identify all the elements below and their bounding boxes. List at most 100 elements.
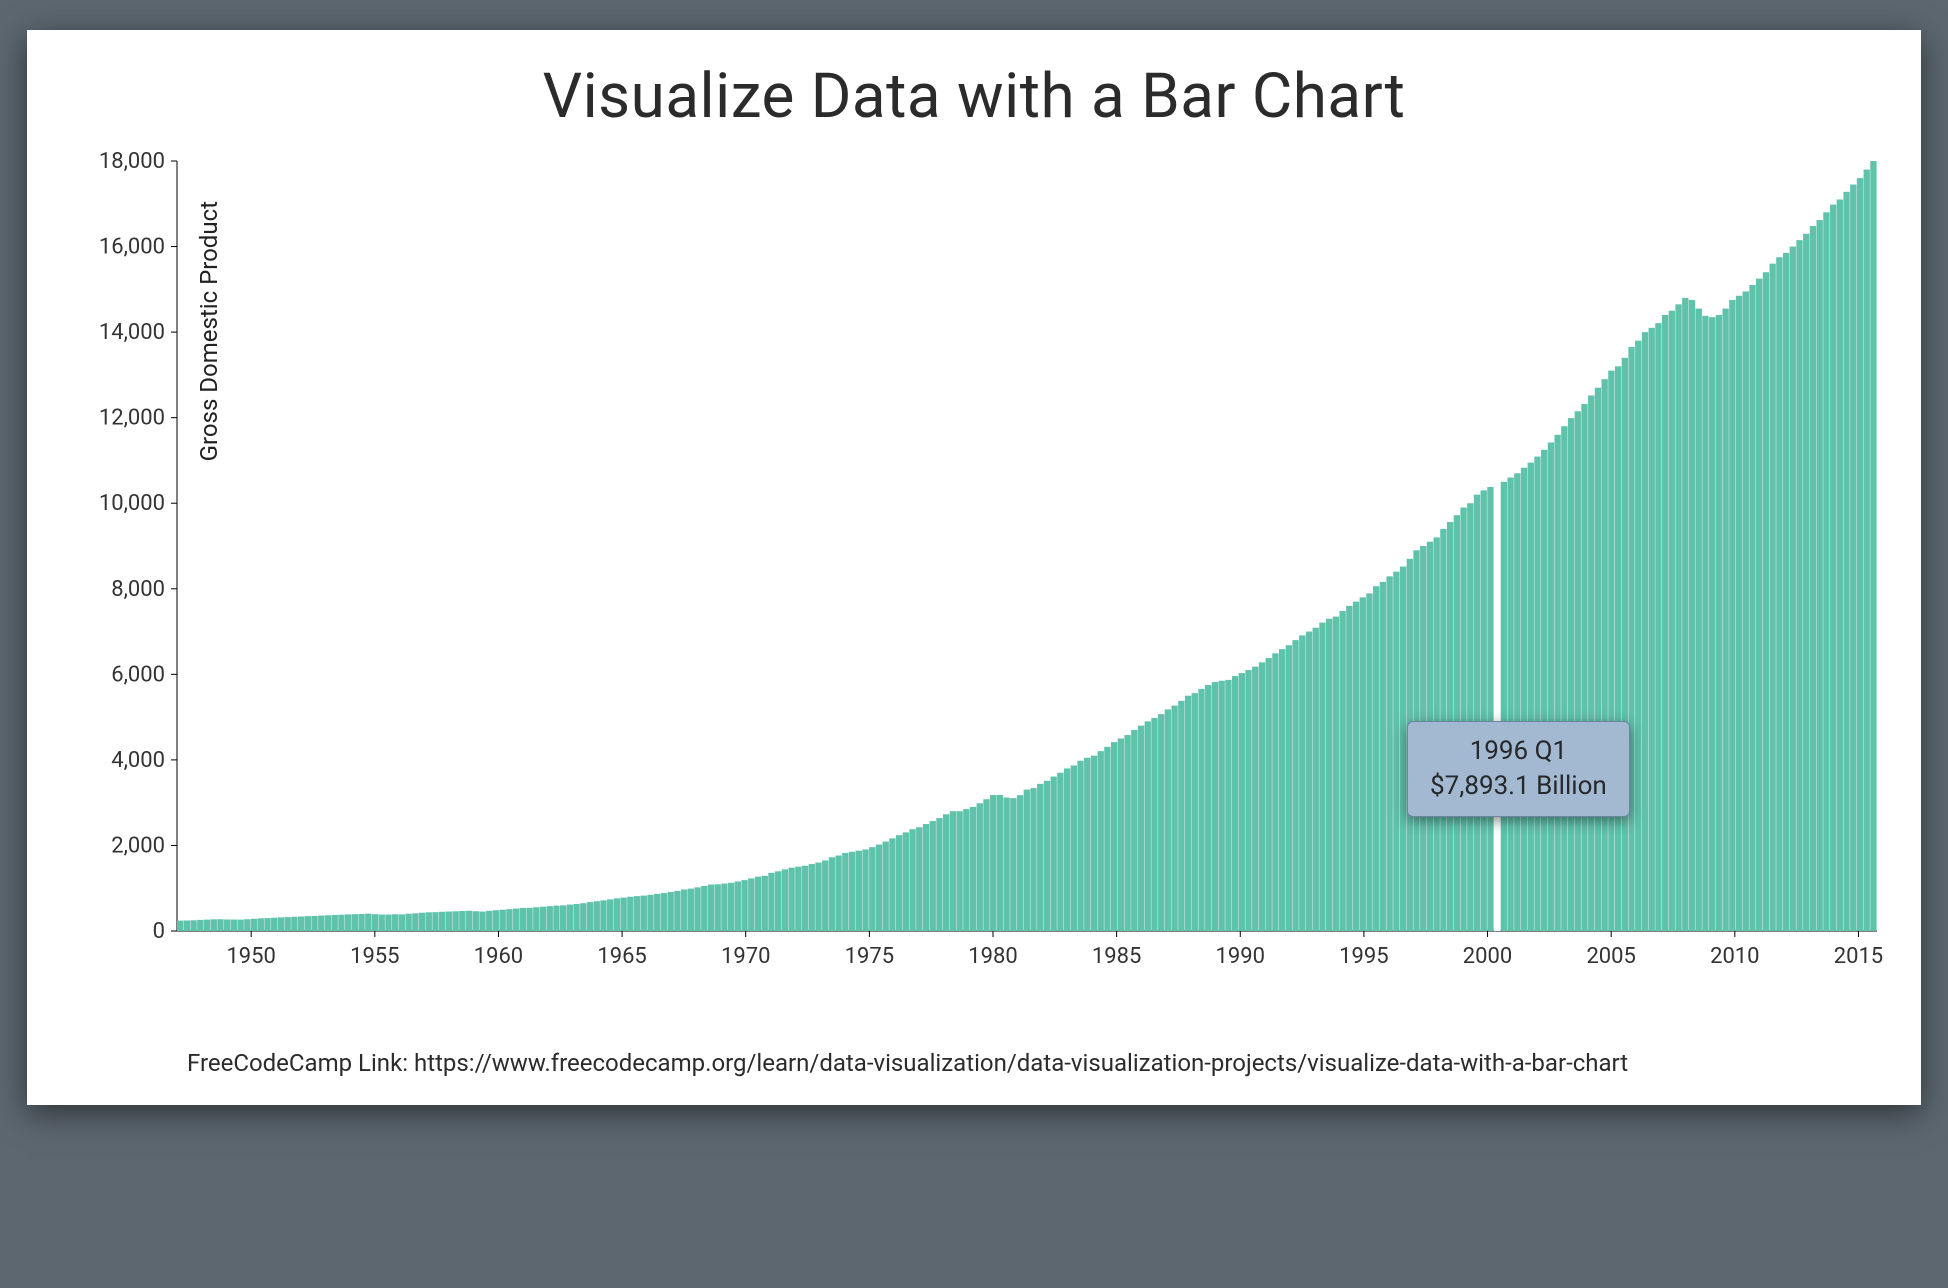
chart-bar[interactable]: [211, 919, 217, 931]
chart-bar[interactable]: [217, 919, 223, 931]
chart-bar[interactable]: [600, 900, 606, 931]
chart-bar[interactable]: [1299, 635, 1305, 931]
chart-bar[interactable]: [748, 878, 754, 931]
chart-bar[interactable]: [1232, 676, 1238, 931]
chart-bar[interactable]: [1165, 709, 1171, 931]
chart-bar[interactable]: [701, 886, 707, 931]
chart-bar[interactable]: [1393, 572, 1399, 931]
chart-bar[interactable]: [1145, 721, 1151, 931]
chart-bar[interactable]: [1749, 285, 1755, 931]
chart-bar[interactable]: [997, 795, 1003, 931]
chart-bar[interactable]: [1628, 347, 1634, 931]
chart-bar[interactable]: [1084, 758, 1090, 931]
chart-bar[interactable]: [587, 902, 593, 931]
chart-bar[interactable]: [291, 917, 297, 931]
chart-bar[interactable]: [1124, 735, 1130, 931]
chart-bar[interactable]: [271, 918, 277, 931]
chart-bar[interactable]: [547, 906, 553, 931]
chart-bar[interactable]: [1810, 226, 1816, 931]
chart-bar[interactable]: [835, 855, 841, 931]
chart-bar[interactable]: [688, 889, 694, 931]
chart-bar[interactable]: [896, 835, 902, 931]
chart-bar[interactable]: [1010, 798, 1016, 931]
chart-bar[interactable]: [1554, 435, 1560, 931]
chart-bar[interactable]: [1460, 508, 1466, 932]
chart-bar[interactable]: [809, 864, 815, 931]
chart-bar[interactable]: [204, 920, 210, 931]
chart-bar[interactable]: [432, 912, 438, 931]
chart-bar[interactable]: [258, 918, 264, 931]
chart-bar[interactable]: [842, 853, 848, 931]
chart-bar[interactable]: [224, 919, 230, 931]
chart-bar[interactable]: [1857, 178, 1863, 931]
chart-bar[interactable]: [1689, 300, 1695, 931]
chart-bar[interactable]: [1272, 653, 1278, 931]
chart-bar[interactable]: [741, 880, 747, 931]
chart-bar[interactable]: [466, 911, 472, 931]
chart-bar[interactable]: [1655, 323, 1661, 931]
chart-bar[interactable]: [1864, 170, 1870, 931]
chart-bar[interactable]: [1790, 247, 1796, 931]
chart-bar[interactable]: [1051, 777, 1057, 931]
chart-bar[interactable]: [298, 916, 304, 931]
chart-bar[interactable]: [1373, 586, 1379, 931]
chart-bar[interactable]: [1662, 315, 1668, 931]
chart-bar[interactable]: [815, 863, 821, 931]
chart-bar[interactable]: [486, 911, 492, 931]
chart-bar[interactable]: [1313, 628, 1319, 931]
chart-bar[interactable]: [479, 912, 485, 931]
chart-bar[interactable]: [1266, 658, 1272, 931]
chart-bar[interactable]: [1534, 457, 1540, 931]
chart-bar[interactable]: [990, 795, 996, 931]
chart-bar[interactable]: [446, 911, 452, 931]
chart-bar[interactable]: [1763, 272, 1769, 931]
chart-bar[interactable]: [1138, 726, 1144, 931]
chart-bar[interactable]: [1178, 701, 1184, 931]
chart-bar[interactable]: [661, 893, 667, 931]
chart-bar[interactable]: [1722, 309, 1728, 931]
chart-bar[interactable]: [1353, 602, 1359, 931]
chart-bar[interactable]: [392, 914, 398, 931]
chart-bar[interactable]: [909, 829, 915, 931]
chart-bar[interactable]: [184, 920, 190, 931]
chart-bar[interactable]: [1568, 418, 1574, 931]
chart-bar[interactable]: [385, 915, 391, 931]
chart-bar[interactable]: [1850, 185, 1856, 931]
chart-bar[interactable]: [607, 899, 613, 931]
chart-bar[interactable]: [1581, 404, 1587, 931]
chart-bar[interactable]: [795, 867, 801, 931]
chart-bar[interactable]: [1507, 478, 1513, 931]
chart-bar[interactable]: [439, 912, 445, 931]
chart-bar[interactable]: [1003, 798, 1009, 931]
chart-bar[interactable]: [1803, 234, 1809, 931]
chart-bar[interactable]: [1205, 685, 1211, 931]
chart-bar[interactable]: [379, 914, 385, 931]
chart-bar[interactable]: [500, 910, 506, 931]
chart-bar[interactable]: [177, 921, 183, 931]
chart-bar[interactable]: [1259, 662, 1265, 931]
chart-bar[interactable]: [1817, 220, 1823, 931]
chart-bar[interactable]: [412, 913, 418, 931]
chart-bar[interactable]: [1306, 632, 1312, 931]
chart-bar[interactable]: [788, 868, 794, 931]
chart-bar[interactable]: [775, 871, 781, 931]
chart-bar[interactable]: [399, 914, 405, 931]
chart-bar[interactable]: [728, 883, 734, 931]
chart-bar[interactable]: [762, 876, 768, 931]
chart-bar[interactable]: [526, 908, 532, 931]
chart-bar[interactable]: [923, 824, 929, 931]
chart-bar[interactable]: [1541, 450, 1547, 931]
chart-bar[interactable]: [325, 915, 331, 931]
chart-bar[interactable]: [1823, 212, 1829, 931]
chart-bar[interactable]: [681, 890, 687, 931]
chart-bar[interactable]: [1171, 706, 1177, 931]
chart-bar[interactable]: [1091, 756, 1097, 931]
chart-bar[interactable]: [318, 916, 324, 931]
chart-bar[interactable]: [930, 821, 936, 931]
chart-bar[interactable]: [768, 873, 774, 931]
chart-bar[interactable]: [1635, 341, 1641, 931]
chart-bar[interactable]: [352, 914, 358, 931]
chart-bar[interactable]: [1225, 680, 1231, 931]
chart-bar[interactable]: [1017, 795, 1023, 931]
chart-bar[interactable]: [694, 887, 700, 931]
